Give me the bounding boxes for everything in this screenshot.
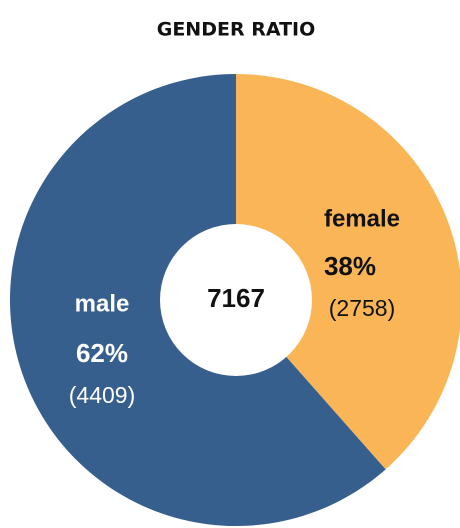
donut-hole	[160, 224, 312, 376]
total-label: 7167	[207, 283, 265, 313]
value-label: (4409)	[69, 382, 135, 408]
value-label: (2758)	[329, 295, 395, 321]
chart-title: GENDER RATIO	[157, 19, 316, 41]
percent-label: 38%	[324, 251, 376, 281]
slice	[236, 74, 460, 470]
slice-name: female	[324, 205, 400, 232]
slice-name: male	[75, 290, 130, 317]
percent-label: 62%	[76, 338, 128, 368]
